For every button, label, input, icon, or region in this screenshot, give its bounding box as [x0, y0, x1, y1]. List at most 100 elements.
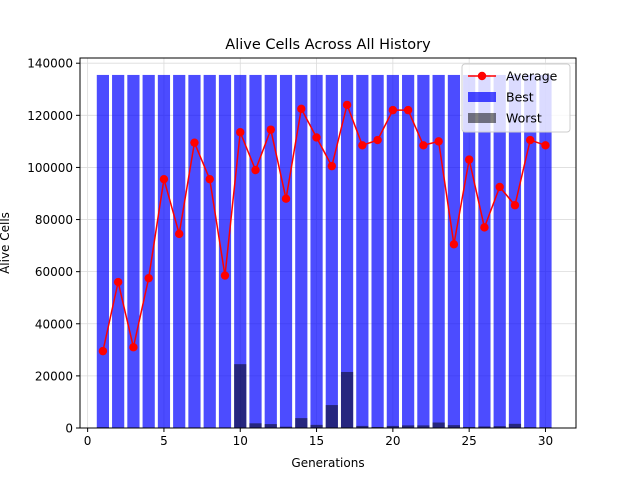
average-point: [358, 141, 367, 150]
average-point: [495, 182, 504, 192]
average-point: [541, 141, 550, 150]
best-bar: [142, 74, 155, 429]
best-bar: [325, 74, 338, 429]
best-bar: [447, 74, 461, 429]
best-bar: [279, 74, 293, 429]
y-axis-label: Alive Cells: [0, 212, 12, 274]
average-point: [312, 133, 321, 142]
average-point: [190, 138, 199, 147]
y-tick-label: 0: [65, 422, 73, 436]
best-bar: [188, 74, 201, 429]
average-point: [159, 174, 169, 184]
best-bar: [386, 74, 399, 429]
best-bar: [203, 74, 216, 429]
y-tick-label: 100000: [27, 161, 73, 175]
plot-frame: [79, 57, 577, 429]
y-tick-label: 80000: [35, 213, 73, 227]
average-point: [129, 343, 138, 352]
average-line: [102, 102, 546, 352]
x-tick-label: 20: [385, 434, 400, 448]
bar-layer: [96, 74, 552, 429]
legend-average-marker: [477, 71, 487, 81]
average-point: [434, 137, 443, 146]
average-point: [403, 105, 413, 115]
best-bar: [371, 74, 384, 429]
worst-bar: [493, 426, 506, 428]
x-axis-label: Generations: [291, 456, 364, 470]
y-tick-label: 60000: [35, 265, 73, 279]
best-bar: [112, 74, 125, 429]
worst-bar: [249, 423, 262, 428]
best-bar: [356, 74, 369, 429]
average-line-layer: [98, 100, 550, 356]
best-bar: [249, 74, 262, 429]
average-point: [144, 273, 153, 283]
average-point: [266, 125, 275, 134]
average-point: [342, 100, 352, 110]
best-bar: [264, 74, 277, 429]
worst-bar: [417, 425, 430, 428]
worst-bar: [356, 425, 369, 428]
average-point: [251, 165, 260, 175]
worst-bar: [340, 371, 354, 428]
best-bar: [417, 74, 430, 429]
legend-average-label: Average: [506, 69, 558, 84]
y-tick-label: 20000: [35, 369, 73, 383]
best-bar: [310, 74, 323, 429]
legend-worst-swatch: [468, 113, 496, 123]
x-tick-label: 5: [160, 434, 168, 448]
average-point: [297, 104, 306, 114]
x-tick-label: 15: [309, 434, 324, 448]
x-tick-label: 25: [462, 434, 477, 448]
best-bar: [218, 74, 232, 429]
average-point: [480, 223, 489, 232]
worst-bar: [371, 426, 384, 428]
worst-bar: [478, 426, 491, 428]
average-point: [526, 135, 535, 145]
average-point: [419, 141, 428, 150]
worst-bar: [386, 425, 399, 428]
worst-bar: [447, 425, 461, 428]
y-tick-label: 40000: [35, 317, 73, 331]
best-bar: [157, 74, 171, 429]
best-bar: [127, 74, 140, 429]
best-bar: [508, 74, 522, 429]
average-point: [373, 135, 382, 145]
worst-bar: [325, 405, 338, 428]
best-bar: [432, 74, 445, 429]
average-point: [449, 240, 459, 249]
y-tick-label: 120000: [27, 109, 73, 123]
average-point: [205, 174, 214, 184]
best-bar: [340, 74, 354, 429]
best-bar: [295, 74, 308, 429]
average-point: [327, 161, 337, 171]
average-point: [113, 277, 123, 287]
worst-bar: [295, 418, 308, 428]
x-tick-label: 0: [84, 434, 92, 448]
average-point: [464, 155, 474, 164]
x-tick-label: 10: [233, 434, 248, 448]
legend-best-swatch: [468, 92, 496, 102]
legend: Average Best Worst: [461, 63, 571, 133]
worst-bar: [310, 424, 323, 428]
legend-best-label: Best: [506, 90, 534, 105]
best-bar: [96, 74, 109, 429]
worst-bar: [264, 424, 277, 428]
average-point: [175, 229, 184, 239]
best-bar: [539, 74, 552, 429]
best-bar: [493, 74, 506, 429]
worst-bar: [508, 423, 522, 428]
worst-bar: [234, 364, 247, 428]
average-point: [236, 128, 245, 137]
legend-worst-label: Worst: [506, 111, 542, 126]
average-point: [510, 201, 520, 210]
average-point: [98, 346, 108, 356]
average-point: [388, 105, 398, 115]
best-bar: [402, 74, 415, 429]
best-bar: [478, 74, 491, 429]
best-bar: [524, 74, 537, 429]
chart-title: Alive Cells Across All History: [225, 37, 431, 53]
best-bar: [173, 74, 186, 429]
x-tick-label: 30: [538, 434, 553, 448]
